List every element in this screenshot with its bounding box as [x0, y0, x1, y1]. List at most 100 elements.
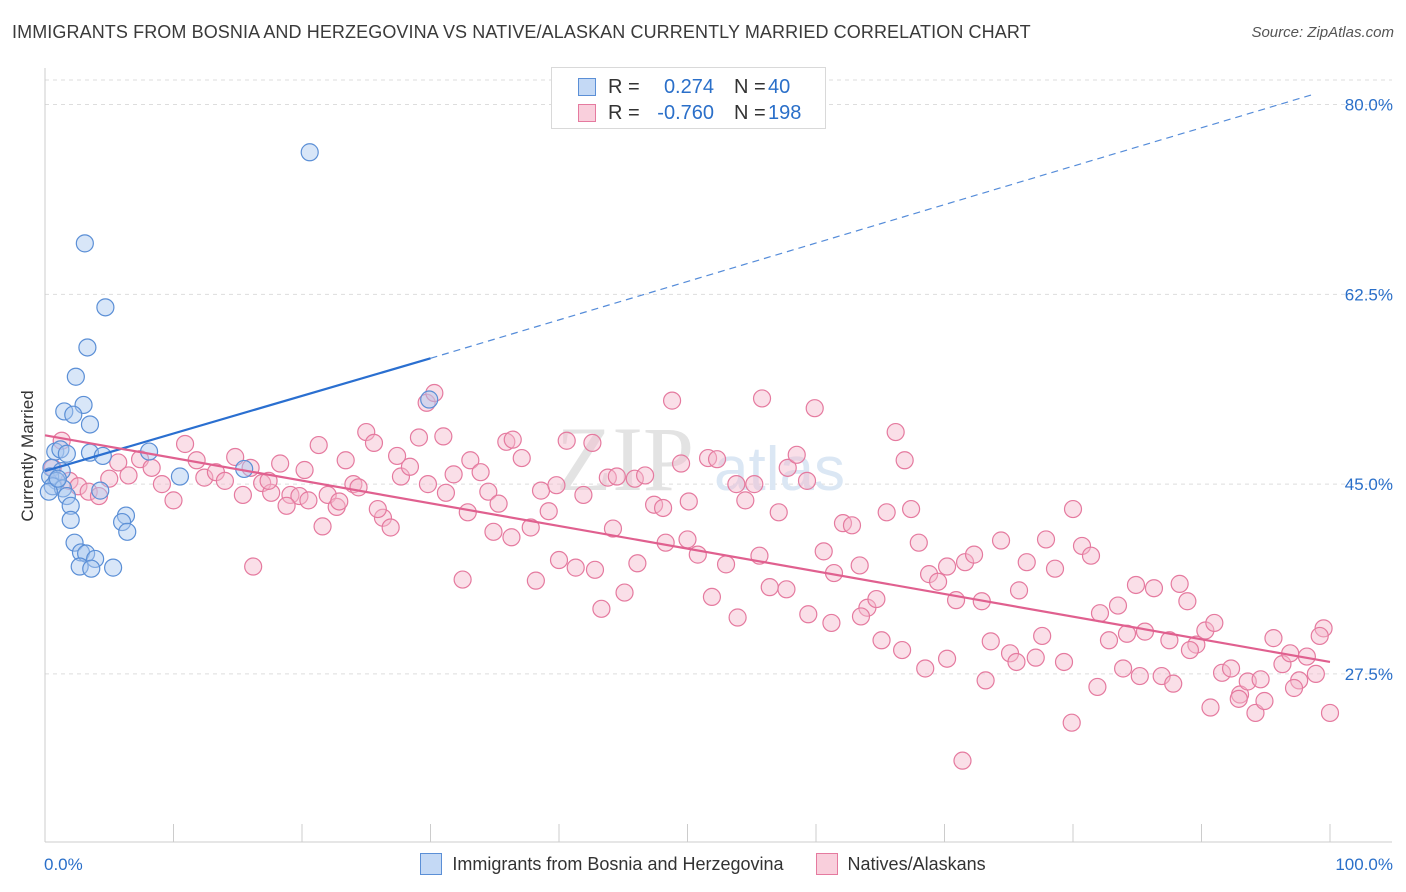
natives-point [164, 491, 183, 510]
natives-point [1007, 652, 1026, 672]
natives-point [895, 451, 914, 470]
natives-point [290, 486, 309, 506]
bosnia-point [112, 512, 132, 532]
natives-point [502, 528, 521, 547]
natives-point [1130, 666, 1149, 686]
bosnia-point [300, 143, 319, 162]
natives-point [625, 469, 644, 488]
bosnia-point [96, 298, 115, 317]
natives-point [503, 430, 522, 449]
natives-point [1009, 581, 1029, 600]
natives-point [1306, 664, 1325, 684]
natives-point [373, 508, 393, 527]
y-tick-labels: 27.5% 45.0% 62.5% 80.0% [1345, 96, 1393, 684]
x-tick-label-start: 0.0% [44, 855, 83, 874]
natives-point [928, 572, 948, 591]
natives-point [175, 434, 195, 454]
natives-point [1212, 663, 1232, 682]
natives-point [1310, 626, 1329, 646]
y-tick-label: 27.5% [1345, 665, 1393, 684]
natives-point [1045, 559, 1065, 578]
natives-point [583, 433, 602, 453]
natives-point [702, 587, 722, 607]
natives-point [458, 503, 477, 522]
natives-point [867, 589, 886, 609]
legend-row-natives: R = -0.760 N = 198 [552, 100, 818, 126]
natives-point [877, 503, 896, 522]
natives-point [547, 476, 566, 495]
natives-point [653, 498, 673, 518]
natives-point [1201, 698, 1220, 717]
y-tick-label: 80.0% [1345, 96, 1393, 115]
natives-point [434, 427, 453, 446]
natives-trend-line [44, 434, 1331, 664]
n-label: N = [734, 75, 766, 98]
natives-point [295, 460, 314, 480]
natives-point [299, 491, 318, 510]
natives-point [1160, 631, 1179, 650]
natives-point [479, 482, 498, 501]
natives-point [69, 477, 88, 496]
natives-point [976, 671, 995, 690]
bosnia-point [170, 467, 190, 486]
natives-point [1026, 648, 1045, 667]
natives-point [313, 517, 332, 536]
x-tick-label-end: 100.0% [1335, 855, 1393, 874]
natives-point [417, 393, 436, 412]
natives-point [585, 560, 605, 579]
natives-point [805, 399, 824, 418]
natives-point [872, 631, 891, 650]
y-axis-label: Currently Married [18, 390, 37, 521]
natives-point [981, 632, 1000, 651]
natives-point [119, 466, 138, 485]
natives-point [678, 530, 697, 549]
natives-point [195, 468, 214, 487]
natives-point [953, 751, 972, 770]
natives-point [1164, 674, 1183, 693]
natives-point [1229, 689, 1248, 708]
natives-point [526, 571, 545, 590]
natives-point [671, 454, 691, 473]
natives-point [1054, 652, 1074, 672]
legend-row-bosnia: R = 0.274 N = 40 [552, 74, 818, 100]
bosnia-point [80, 415, 100, 434]
natives-point [1099, 631, 1119, 650]
natives-point [271, 454, 290, 473]
natives-point [531, 481, 551, 500]
natives-point [330, 492, 349, 511]
natives-point [277, 496, 296, 515]
legend-item-natives: Natives/Alaskans [815, 853, 986, 875]
natives-point [814, 542, 833, 561]
natives-point [60, 471, 79, 490]
bosnia-point [66, 367, 85, 386]
natives-point [728, 608, 747, 627]
bosnia-point [61, 496, 80, 515]
natives-point [489, 494, 508, 513]
natives-point [453, 570, 472, 589]
r-label: R = [608, 101, 640, 124]
natives-point [1033, 626, 1052, 646]
natives-point [799, 605, 818, 624]
natives-point [1205, 613, 1224, 633]
natives-point [1017, 553, 1036, 572]
bosnia-point [65, 533, 84, 552]
natives-point [1081, 546, 1101, 565]
n-label: N = [734, 101, 766, 124]
natives-point [937, 557, 957, 576]
natives-point [937, 649, 957, 668]
natives-point [233, 485, 252, 505]
natives-point [1170, 574, 1189, 593]
watermark: ZIP [556, 408, 694, 510]
natives-alaskans-points [43, 383, 1340, 770]
r-value: 0.274 [663, 75, 714, 98]
natives-point [592, 599, 611, 618]
natives-point [512, 448, 531, 468]
natives-point [778, 458, 797, 477]
natives-point [387, 446, 407, 466]
natives-point [309, 435, 328, 455]
trend-lines [44, 93, 1331, 664]
blue-swatch [420, 853, 443, 875]
legend-item-bosnia: Immigrants from Bosnia and Herzegovina [420, 853, 784, 875]
natives-point [1108, 596, 1128, 615]
gridlines [45, 79, 1392, 675]
